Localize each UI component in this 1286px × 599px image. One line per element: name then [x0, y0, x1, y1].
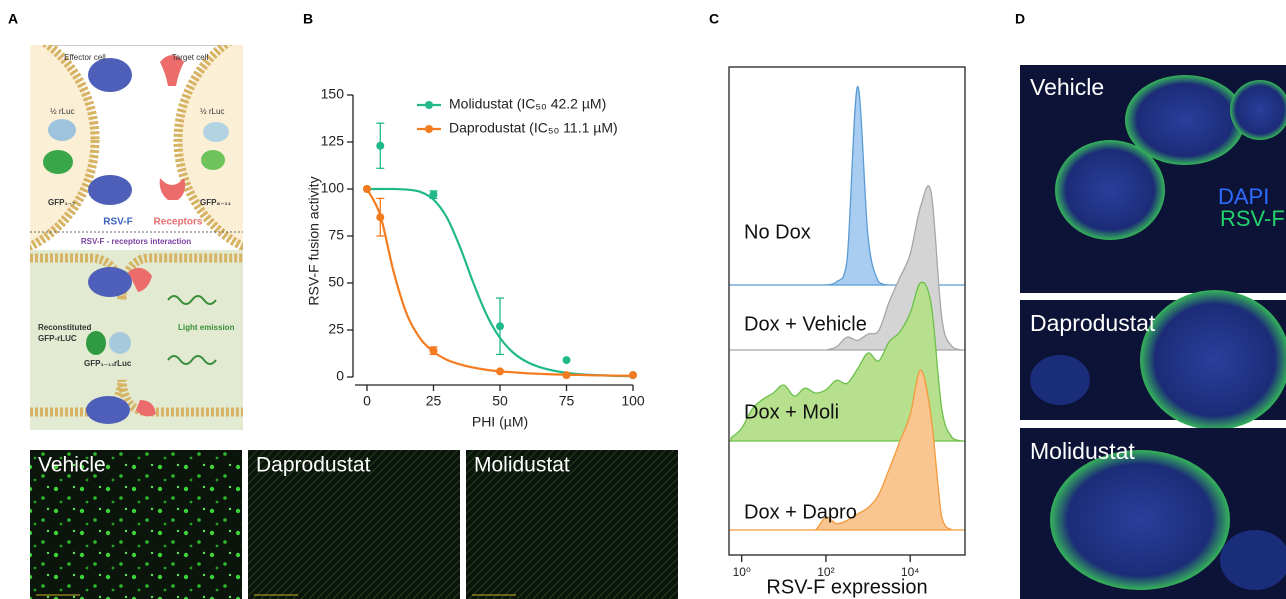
schematic	[30, 45, 243, 430]
density-area	[729, 369, 965, 531]
micrograph-texture	[466, 450, 678, 599]
micrograph-label: Daprodustat	[1030, 310, 1156, 336]
y-tick-label: 100	[321, 180, 345, 196]
density-area	[729, 281, 965, 442]
data-point	[496, 367, 504, 376]
micrograph-label: Molidustat	[1030, 438, 1135, 464]
micrograph-label: Vehicle	[38, 454, 106, 477]
y-tick-label: 125	[321, 133, 345, 149]
schematic-label: rLuc	[114, 359, 132, 368]
micrograph-texture	[248, 450, 460, 599]
y-tick-label: 0	[336, 368, 344, 384]
data-point	[363, 185, 371, 193]
schematic-label: Light emission	[178, 323, 235, 332]
cell	[1230, 80, 1286, 140]
x-tick-label: 10²	[817, 565, 834, 579]
protein	[203, 122, 229, 142]
x-tick-label: 75	[559, 393, 575, 409]
data-point	[429, 346, 438, 355]
micrograph-label: Vehicle	[1030, 74, 1104, 100]
panel-letter: A	[8, 11, 18, 27]
cell	[1140, 290, 1286, 430]
legend-marker	[425, 101, 433, 109]
x-tick-label: 50	[492, 393, 508, 409]
target-cell	[173, 45, 243, 252]
light-wave	[167, 295, 217, 305]
protein	[109, 332, 131, 354]
panel-letter: D	[1015, 11, 1025, 27]
y-tick-label: 25	[328, 321, 344, 337]
protein	[48, 119, 76, 141]
schematic-label: Receptors	[154, 217, 203, 228]
cell	[1050, 450, 1230, 590]
receptor	[128, 267, 152, 292]
micrograph-signal	[30, 450, 242, 599]
data-point	[376, 213, 385, 222]
nucleus	[1030, 355, 1090, 405]
data-point	[629, 371, 637, 380]
schematic-label: Target cell	[172, 53, 209, 62]
schematic-label: GFP₁₋₇	[48, 198, 75, 207]
receptor	[160, 55, 184, 86]
receptor	[136, 400, 156, 417]
panel-letter: B	[303, 11, 313, 27]
schematic-label: RSV-F - receptors interaction	[81, 237, 191, 246]
protein	[88, 267, 132, 297]
schematic-label: Effector cell	[64, 53, 106, 62]
protein	[86, 331, 106, 355]
effector-cell	[30, 45, 100, 252]
x-tick-label: 10⁰	[733, 565, 751, 579]
data-point	[562, 371, 571, 380]
data-point	[429, 190, 438, 199]
track-label: Dox + Dapro	[744, 501, 857, 523]
legend-marker	[425, 125, 433, 133]
receptor	[159, 178, 186, 200]
stain-label: DAPI	[1218, 184, 1269, 209]
cell	[1125, 75, 1245, 165]
track-label: No Dox	[744, 221, 811, 243]
ridgeline-plot	[729, 85, 965, 531]
track-label: Dox + Vehicle	[744, 313, 867, 335]
x-tick-label: 10⁴	[901, 565, 920, 579]
cell	[1055, 140, 1165, 240]
schematic-label: Reconstituted	[38, 323, 91, 332]
micrograph-label: Molidustat	[474, 454, 570, 477]
protein	[43, 150, 73, 174]
schematic-label: RSV-F	[103, 217, 132, 228]
schematic-label: GFP-rLUC	[38, 334, 77, 343]
track-label: Dox + Moli	[744, 401, 839, 423]
y-axis-label: RSV-F fusion activity	[306, 176, 322, 305]
x-axis-label: PHI (µM)	[472, 414, 528, 430]
y-tick-label: 150	[321, 86, 345, 102]
y-tick-label: 50	[328, 274, 344, 290]
schematic-label: GFP₈₋₁₁	[200, 198, 232, 207]
protein	[88, 175, 132, 205]
panel-letter: C	[709, 11, 719, 27]
protein	[88, 58, 132, 92]
light-wave	[167, 355, 217, 365]
schematic-label: ½ rLuc	[50, 107, 74, 116]
x-tick-label: 0	[363, 393, 371, 409]
micrograph-label: Daprodustat	[256, 454, 371, 477]
nucleus	[1220, 530, 1286, 590]
density-area	[729, 185, 965, 351]
membrane	[30, 253, 243, 301]
protein	[86, 396, 130, 424]
legend-label: Molidustat (IC₅₀ 42.2 µM)	[449, 96, 606, 112]
protein	[201, 150, 225, 170]
legend-label: Daprodustat (IC₅₀ 11.1 µM)	[449, 120, 618, 136]
y-tick-label: 75	[328, 227, 344, 243]
schematic-label: ½ rLuc	[200, 107, 224, 116]
data-point	[496, 322, 504, 331]
x-tick-label: 100	[621, 393, 645, 409]
data-point	[376, 141, 385, 150]
stain-label: RSV-F	[1220, 206, 1285, 231]
x-tick-label: 25	[426, 393, 442, 409]
x-axis-label: RSV-F expression	[766, 576, 927, 598]
plot-frame	[728, 66, 966, 556]
schematic-label: GFP₁₋₁₁	[84, 359, 115, 368]
data-point	[562, 356, 571, 365]
